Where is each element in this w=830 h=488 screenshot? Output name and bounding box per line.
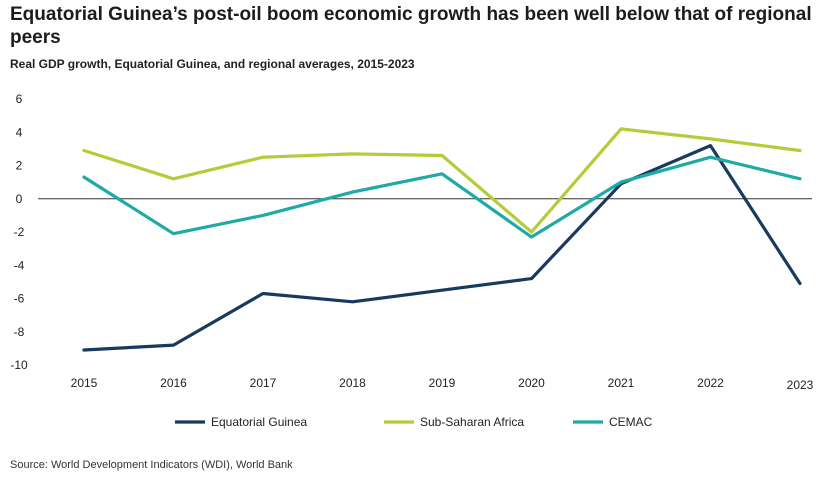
y-tick-label: -4: [14, 258, 25, 272]
series-line: [82, 155, 802, 239]
legend-label: Equatorial Guinea: [211, 415, 307, 429]
x-axis-ticks: 2015 2016 2017 2018 2019 2020 2021 2022 2023: [71, 376, 814, 392]
y-tick-label: 6: [16, 92, 23, 106]
x-tick-label: 2015: [71, 376, 98, 390]
legend-label: CEMAC: [609, 415, 653, 429]
y-tick-label: 4: [16, 125, 23, 139]
y-tick-label: 2: [16, 159, 23, 173]
source-note: Source: World Development Indicators (WD…: [10, 459, 293, 471]
chart-subtitle: Real GDP growth, Equatorial Guinea, and …: [10, 57, 415, 71]
x-tick-label: 2019: [429, 376, 456, 390]
y-tick-label: -6: [14, 292, 25, 306]
x-tick-label: 2022: [697, 376, 724, 390]
line-chart: 6 4 2 0 -2 -4 -6 -8 -10 2015 2016 2017 2018 2019 2020…: [10, 92, 814, 429]
x-tick-label: 2023: [787, 378, 814, 392]
y-tick-label: 0: [16, 192, 23, 206]
y-tick-label: -2: [14, 225, 25, 239]
y-tick-label: -8: [14, 325, 25, 339]
chart-title: Equatorial Guinea’s post-oil boom econom…: [10, 4, 812, 48]
series-lines: [82, 127, 802, 352]
legend-label: Sub-Saharan Africa: [420, 415, 524, 429]
x-tick-label: 2021: [608, 376, 635, 390]
x-tick-label: 2018: [339, 376, 366, 390]
y-axis-ticks: 6 4 2 0 -2 -4 -6 -8 -10: [10, 92, 28, 372]
x-tick-label: 2017: [250, 376, 277, 390]
x-tick-label: 2020: [518, 376, 545, 390]
y-tick-label: -10: [10, 358, 28, 372]
series-line: [82, 144, 802, 352]
series-line: [82, 127, 802, 234]
x-tick-label: 2016: [160, 376, 187, 390]
legend: Equatorial Guinea Sub-Saharan Africa CEMAC: [175, 415, 653, 429]
